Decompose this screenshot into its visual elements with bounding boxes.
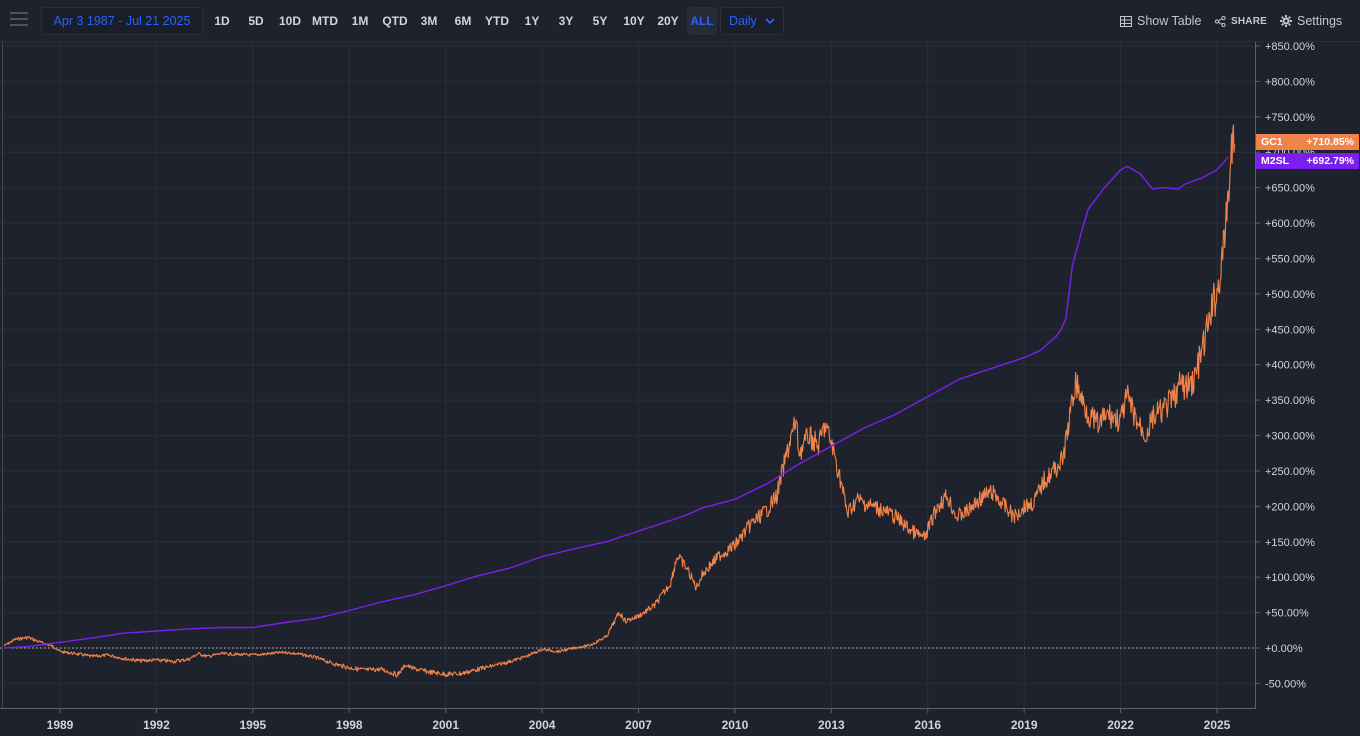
y-tick-label: +100.00% <box>1265 572 1315 584</box>
y-tick-label: +200.00% <box>1265 501 1315 513</box>
x-tick-label: 2010 <box>722 718 749 732</box>
y-tick-label: +650.00% <box>1265 183 1315 195</box>
range-button-1m[interactable]: 1M <box>351 14 369 28</box>
gc1-tag-name: GC1 <box>1261 136 1283 148</box>
y-tick-label: -50.00% <box>1265 678 1306 690</box>
range-button-10d[interactable]: 10D <box>278 14 301 28</box>
y-tick-label: +750.00% <box>1265 112 1315 124</box>
grid <box>3 42 1255 708</box>
gear-icon <box>1280 15 1292 27</box>
range-button-mtd[interactable]: MTD <box>312 14 338 28</box>
y-tick-label: +350.00% <box>1265 395 1315 407</box>
y-tick-label: +500.00% <box>1265 289 1315 301</box>
range-button-20y[interactable]: 20Y <box>657 14 679 28</box>
range-button-5y[interactable]: 5Y <box>592 14 608 28</box>
y-tick-label: +0.00% <box>1265 643 1303 655</box>
m2sl-tag-name: M2SL <box>1261 155 1290 167</box>
y-tick-label: +800.00% <box>1265 76 1315 88</box>
y-tick-label: +50.00% <box>1265 608 1309 620</box>
range-button-1d[interactable]: 1D <box>214 14 230 28</box>
x-tick-label: 2007 <box>625 718 652 732</box>
y-tick-label: +150.00% <box>1265 537 1315 549</box>
x-axis-ticks: 1989 1992 1995 1998 2001 2004 2007 2010 2013 2016… <box>47 708 1231 732</box>
range-button-ytd[interactable]: YTD <box>485 14 509 28</box>
x-tick-label: 2019 <box>1011 718 1038 732</box>
x-tick-label: 2013 <box>818 718 845 732</box>
series-line-gc1 <box>3 124 1236 678</box>
chart[interactable]: -50.00% +0.00% +50.00% +100.00% +150.00% +200… <box>0 42 1360 736</box>
m2sl-tag-value: +692.79% <box>1306 155 1354 167</box>
y-axis-ticks: -50.00% +0.00% +50.00% +100.00% +150.00% +200… <box>1255 42 1315 690</box>
range-button-3m[interactable]: 3M <box>420 14 438 28</box>
x-tick-label: 2025 <box>1204 718 1231 732</box>
show-table-label: Show Table <box>1137 14 1202 28</box>
x-tick-label: 1989 <box>47 718 74 732</box>
range-button-qtd[interactable]: QTD <box>382 14 408 28</box>
settings-button[interactable]: Settings <box>1280 12 1342 30</box>
x-tick-label: 1998 <box>336 718 363 732</box>
range-button-10y[interactable]: 10Y <box>623 14 645 28</box>
y-tick-label: +600.00% <box>1265 218 1315 230</box>
range-button-all[interactable]: ALL <box>687 7 717 35</box>
share-label: SHARE <box>1231 15 1268 27</box>
range-button-5d[interactable]: 5D <box>248 14 264 28</box>
settings-label: Settings <box>1297 14 1343 28</box>
x-tick-label: 1992 <box>143 718 170 732</box>
y-tick-label: +850.00% <box>1265 42 1315 53</box>
share-button[interactable]: SHARE <box>1215 12 1267 30</box>
series-layer <box>3 124 1236 678</box>
menu-icon[interactable] <box>10 12 28 28</box>
x-tick-label: 2001 <box>432 718 459 732</box>
range-button-3y[interactable]: 3Y <box>558 14 574 28</box>
gc1-tag-value: +710.85% <box>1306 136 1354 148</box>
y-tick-label: +400.00% <box>1265 360 1315 372</box>
y-tick-label: +250.00% <box>1265 466 1315 478</box>
chevron-down-icon <box>765 18 775 25</box>
interval-label: Daily <box>729 14 757 28</box>
date-range-button[interactable]: Apr 3 1987 - Jul 21 2025 <box>41 7 203 35</box>
gc1-price-tag: GC1 +710.85% <box>1256 134 1359 150</box>
x-tick-label: 1995 <box>239 718 266 732</box>
y-tick-label: +300.00% <box>1265 431 1315 443</box>
x-tick-label: 2022 <box>1107 718 1134 732</box>
series-line-m2sl <box>4 156 1229 649</box>
show-table-button[interactable]: Show Table <box>1120 12 1201 30</box>
table-icon <box>1120 15 1132 27</box>
range-button-1y[interactable]: 1Y <box>524 14 540 28</box>
range-button-6m[interactable]: 6M <box>454 14 472 28</box>
x-tick-label: 2004 <box>529 718 556 732</box>
y-tick-label: +550.00% <box>1265 253 1315 265</box>
share-icon <box>1215 15 1226 27</box>
interval-select[interactable]: Daily <box>720 7 784 35</box>
m2sl-price-tag: M2SL +692.79% <box>1256 153 1359 169</box>
y-tick-label: +450.00% <box>1265 324 1315 336</box>
toolbar: Apr 3 1987 - Jul 21 2025 1D 5D 10D MTD 1M QTD… <box>0 0 1360 42</box>
x-tick-label: 2016 <box>914 718 941 732</box>
